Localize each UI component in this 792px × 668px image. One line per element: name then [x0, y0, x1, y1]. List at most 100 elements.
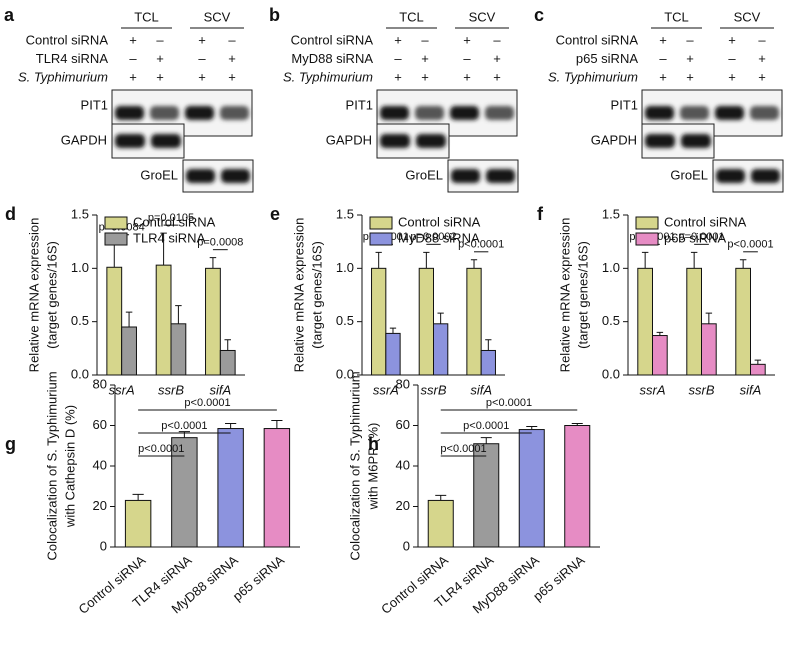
condition-sign: –: [463, 51, 471, 66]
y-tick-label: 0.0: [602, 366, 620, 381]
blot-band: [450, 106, 479, 120]
y-tick-label: 40: [396, 457, 410, 472]
condition-sign: –: [728, 51, 736, 66]
y-tick-label: 1.5: [336, 206, 354, 221]
condition-sign: +: [156, 69, 164, 84]
panel-letter: h: [368, 434, 379, 454]
blot-band: [380, 134, 410, 148]
band-label: GAPDH: [591, 132, 637, 147]
condition-sign: +: [728, 32, 736, 47]
error-bar: [178, 431, 190, 438]
blot-band: [151, 134, 181, 148]
y-tick-label: 0.0: [71, 366, 89, 381]
y-tick-label: 0.5: [602, 313, 620, 328]
y-tick-label: 0.5: [71, 313, 89, 328]
annotation: p<0.0001: [440, 443, 486, 455]
blot-band: [716, 169, 745, 183]
bar: [652, 335, 668, 376]
bar: [371, 267, 387, 376]
panel-letter: a: [4, 5, 15, 25]
blot-band: [751, 169, 780, 183]
error-bar: [375, 251, 382, 269]
condition-sign: +: [493, 51, 501, 66]
legend-swatch: [369, 216, 393, 230]
legend-swatch: [635, 232, 659, 246]
y-axis-label: (target genes/16S): [575, 241, 590, 349]
bar: [155, 264, 172, 376]
band-label: GroEL: [140, 167, 178, 182]
condition-sign: +: [659, 69, 667, 84]
bar: [466, 267, 482, 376]
blot-band: [115, 134, 145, 148]
x-tick-label: sifA: [740, 382, 762, 397]
error-bar: [437, 312, 444, 324]
y-tick-label: 1.5: [71, 206, 89, 221]
condition-sign: –: [394, 51, 402, 66]
x-tick-label: sifA: [470, 382, 492, 397]
condition-label: S. Typhimurium: [18, 69, 108, 84]
band-label: GroEL: [670, 167, 708, 182]
x-tick-label: p65 siRNA: [530, 552, 587, 604]
blot-band: [380, 106, 409, 120]
y-axis-label: Relative mRNA expression: [557, 218, 572, 373]
bar: [170, 323, 187, 376]
y-axis-label: Relative mRNA expression: [26, 218, 41, 373]
x-tick-label: sifA: [209, 382, 231, 397]
bar: [385, 332, 401, 376]
bar: [427, 499, 454, 548]
blot-band: [486, 169, 515, 183]
condition-label: p65 siRNA: [576, 51, 638, 66]
error-bar: [739, 259, 747, 269]
condition-label: Control siRNA: [291, 32, 374, 47]
error-bar: [111, 242, 118, 268]
y-tick-label: 0: [403, 538, 410, 553]
y-tick-label: 60: [396, 417, 410, 432]
group-label: SCV: [734, 9, 761, 24]
error-bar: [435, 494, 447, 501]
condition-label: TLR4 siRNA: [36, 51, 109, 66]
y-tick-label: 0: [100, 538, 107, 553]
y-axis-label: Colocalization of S. Typhimurium: [44, 371, 59, 560]
condition-sign: +: [228, 51, 236, 66]
group-label: SCV: [204, 9, 231, 24]
condition-sign: +: [659, 32, 667, 47]
error-bar: [175, 305, 182, 324]
legend-swatch: [369, 232, 393, 246]
y-tick-label: 1.0: [602, 260, 620, 275]
error-bar: [526, 426, 538, 430]
condition-label: S. Typhimurium: [548, 69, 638, 84]
error-bar: [209, 257, 217, 269]
band-label: GAPDH: [326, 132, 372, 147]
bar: [637, 267, 653, 376]
band-label: PIT1: [346, 97, 373, 112]
condition-sign: –: [421, 32, 429, 47]
blot-band: [645, 134, 675, 148]
blot-band: [645, 106, 674, 120]
y-axis-label: with M6PR (%): [365, 423, 380, 511]
y-tick-label: 1.5: [602, 206, 620, 221]
blot-band: [115, 106, 144, 120]
condition-sign: +: [758, 51, 766, 66]
y-tick-label: 0.5: [336, 313, 354, 328]
y-tick-label: 20: [93, 498, 107, 513]
error-bar: [705, 312, 713, 324]
y-tick-label: 1.0: [336, 260, 354, 275]
blot-band: [220, 106, 249, 120]
condition-label: MyD88 siRNA: [291, 51, 373, 66]
error-bar: [485, 339, 492, 351]
blot-band: [221, 169, 250, 183]
x-tick-label: ssrB: [421, 382, 447, 397]
panel-letter: b: [269, 5, 280, 25]
y-tick-label: 80: [396, 376, 410, 391]
legend-swatch: [104, 216, 128, 230]
condition-sign: +: [421, 51, 429, 66]
y-axis-label: Relative mRNA expression: [291, 218, 306, 373]
condition-sign: –: [493, 32, 501, 47]
y-tick-label: 0.0: [336, 366, 354, 381]
legend-swatch: [635, 216, 659, 230]
bar: [750, 363, 766, 376]
legend-label: MyD88 siRNA: [398, 230, 480, 245]
condition-sign: +: [686, 69, 694, 84]
blot-band: [485, 106, 514, 120]
bar: [418, 267, 435, 376]
